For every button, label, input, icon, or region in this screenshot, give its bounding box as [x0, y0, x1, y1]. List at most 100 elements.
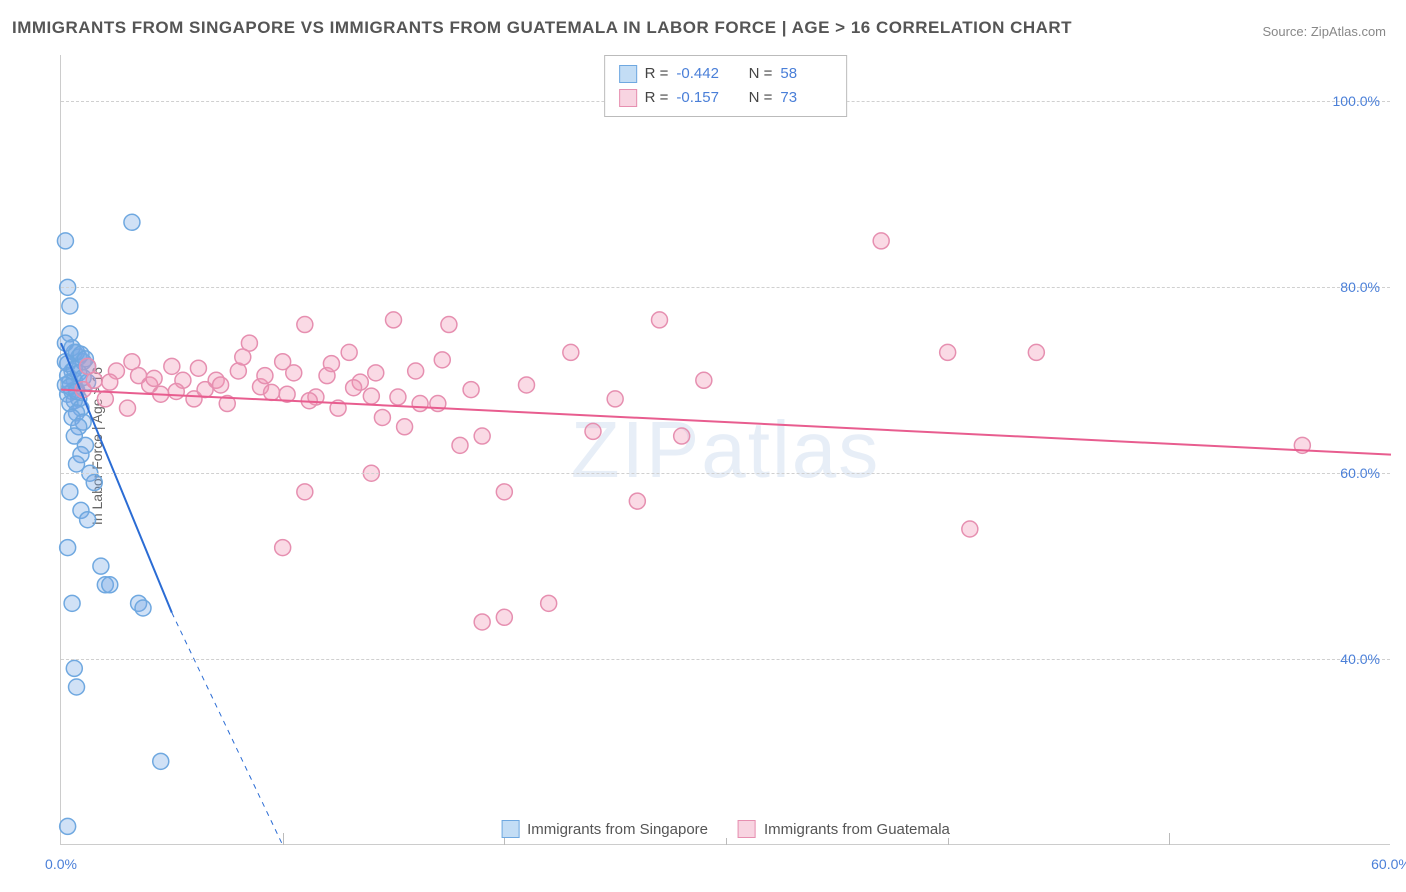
scatter-point — [962, 521, 978, 537]
stats-n-label: N = — [749, 62, 773, 86]
scatter-point — [585, 423, 601, 439]
scatter-point — [235, 349, 251, 365]
legend-item-singapore: Immigrants from Singapore — [501, 820, 708, 838]
scatter-point — [102, 577, 118, 593]
scatter-point — [541, 595, 557, 611]
scatter-point — [1028, 344, 1044, 360]
scatter-point — [64, 595, 80, 611]
scatter-point — [190, 360, 206, 376]
scatter-point — [57, 233, 73, 249]
scatter-point — [297, 317, 313, 333]
scatter-point — [346, 380, 362, 396]
source-attribution: Source: ZipAtlas.com — [1262, 24, 1386, 39]
scatter-point — [463, 382, 479, 398]
scatter-point — [674, 428, 690, 444]
scatter-point — [124, 354, 140, 370]
scatter-point — [474, 614, 490, 630]
scatter-point — [62, 298, 78, 314]
scatter-point — [275, 540, 291, 556]
scatter-point — [368, 365, 384, 381]
scatter-point — [62, 484, 78, 500]
scatter-point — [80, 358, 96, 374]
bottom-legend: Immigrants from Singapore Immigrants fro… — [501, 820, 950, 838]
scatter-point — [363, 388, 379, 404]
stats-n-label: N = — [749, 86, 773, 110]
xtick-label: 0.0% — [45, 856, 77, 872]
scatter-point — [374, 409, 390, 425]
scatter-point — [124, 214, 140, 230]
correlation-stats-box: R = -0.442 N = 58 R = -0.157 N = 73 — [604, 55, 848, 117]
scatter-point — [97, 391, 113, 407]
stats-r-value-singapore: -0.442 — [676, 62, 728, 86]
scatter-point — [264, 384, 280, 400]
ytick-label: 60.0% — [1340, 465, 1380, 481]
scatter-point — [386, 312, 402, 328]
plot-area: ZIPatlas R = -0.442 N = 58 R = -0.157 N … — [60, 55, 1390, 845]
scatter-point — [86, 475, 102, 491]
regression-line — [61, 390, 1391, 455]
scatter-point — [696, 372, 712, 388]
scatter-point — [102, 374, 118, 390]
plot-svg — [61, 55, 1390, 844]
scatter-point — [164, 358, 180, 374]
scatter-point — [146, 370, 162, 386]
stats-row-guatemala: R = -0.157 N = 73 — [619, 86, 833, 110]
regression-line-extrapolated — [172, 613, 283, 845]
scatter-point — [120, 400, 136, 416]
scatter-point — [496, 484, 512, 500]
stats-r-label: R = — [645, 86, 669, 110]
scatter-point — [390, 389, 406, 405]
scatter-point — [652, 312, 668, 328]
ytick-label: 100.0% — [1333, 93, 1380, 109]
scatter-point — [441, 317, 457, 333]
stats-r-value-guatemala: -0.157 — [676, 86, 728, 110]
scatter-point — [873, 233, 889, 249]
scatter-point — [135, 600, 151, 616]
scatter-point — [940, 344, 956, 360]
scatter-point — [341, 344, 357, 360]
scatter-point — [629, 493, 645, 509]
scatter-point — [153, 753, 169, 769]
ytick-label: 80.0% — [1340, 279, 1380, 295]
legend-label-guatemala: Immigrants from Guatemala — [764, 821, 950, 838]
scatter-point — [474, 428, 490, 444]
stats-row-singapore: R = -0.442 N = 58 — [619, 62, 833, 86]
scatter-point — [213, 377, 229, 393]
scatter-point — [397, 419, 413, 435]
scatter-point — [412, 396, 428, 412]
scatter-point — [323, 356, 339, 372]
gridline-h — [61, 659, 1390, 660]
chart-container: IMMIGRANTS FROM SINGAPORE VS IMMIGRANTS … — [0, 0, 1406, 892]
scatter-point — [168, 383, 184, 399]
legend-swatch-singapore — [501, 820, 519, 838]
stats-swatch-guatemala — [619, 89, 637, 107]
scatter-point — [257, 368, 273, 384]
stats-n-value-guatemala: 73 — [780, 86, 832, 110]
scatter-point — [434, 352, 450, 368]
xtick-mark — [1169, 833, 1170, 845]
xtick-label: 60.0% — [1371, 856, 1406, 872]
scatter-point — [80, 512, 96, 528]
chart-title: IMMIGRANTS FROM SINGAPORE VS IMMIGRANTS … — [12, 18, 1072, 38]
scatter-point — [607, 391, 623, 407]
scatter-point — [297, 484, 313, 500]
scatter-point — [93, 558, 109, 574]
ytick-label: 40.0% — [1340, 651, 1380, 667]
legend-label-singapore: Immigrants from Singapore — [527, 821, 708, 838]
scatter-point — [69, 679, 85, 695]
scatter-point — [66, 660, 82, 676]
scatter-point — [60, 540, 76, 556]
scatter-point — [286, 365, 302, 381]
legend-swatch-guatemala — [738, 820, 756, 838]
scatter-point — [60, 818, 76, 834]
scatter-point — [563, 344, 579, 360]
xtick-mark — [283, 833, 284, 845]
scatter-point — [519, 377, 535, 393]
stats-r-label: R = — [645, 62, 669, 86]
stats-swatch-singapore — [619, 65, 637, 83]
legend-item-guatemala: Immigrants from Guatemala — [738, 820, 950, 838]
scatter-point — [496, 609, 512, 625]
stats-n-value-singapore: 58 — [780, 62, 832, 86]
scatter-point — [452, 437, 468, 453]
scatter-point — [408, 363, 424, 379]
